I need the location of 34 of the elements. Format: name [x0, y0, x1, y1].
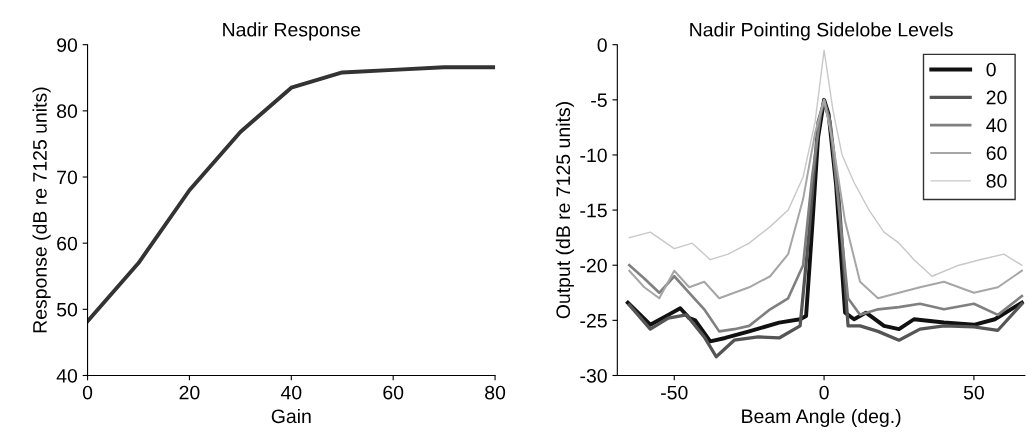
- chart-title: Nadir Pointing Sidelobe Levels: [690, 22, 953, 41]
- y-tick-label: -30: [580, 368, 607, 383]
- legend-label: 60: [986, 146, 1007, 161]
- x-tick-label: 50: [963, 385, 984, 400]
- x-tick-label: 0: [82, 385, 93, 400]
- y-tick-label: 50: [56, 302, 78, 317]
- x-tick-label: 20: [179, 385, 200, 400]
- y-tick-label: -25: [580, 313, 607, 328]
- x-axis-title: Beam Angle (deg.): [742, 408, 901, 428]
- x-tick-label: 80: [485, 385, 506, 400]
- y-tick-label: 80: [57, 104, 78, 119]
- legend-label: 40: [986, 118, 1007, 133]
- y-tick-label: -15: [580, 203, 607, 218]
- x-tick-label: 60: [383, 385, 404, 400]
- x-tick-label: 0: [819, 385, 829, 400]
- y-tick-label: 70: [57, 170, 78, 185]
- legend-label: 0: [986, 62, 996, 77]
- y-tick-label: -20: [580, 258, 607, 273]
- y-axis-title: Response (dB re 7125 units): [32, 87, 51, 333]
- legend-label: 20: [986, 90, 1007, 105]
- legend-label: 80: [986, 174, 1007, 188]
- line-series: [628, 49, 1023, 277]
- y-tick-label: 60: [57, 236, 78, 251]
- y-tick-label: 0: [597, 38, 607, 52]
- y-tick-label: 40: [56, 368, 78, 383]
- x-tick-label: -50: [661, 385, 688, 400]
- y-tick-label: 90: [57, 38, 78, 52]
- chart-title: Nadir Response: [223, 22, 361, 41]
- line-series: [87, 65, 496, 324]
- y-axis-title: Output (dB re 7125 units): [555, 102, 574, 319]
- x-tick-label: 40: [280, 385, 302, 400]
- y-tick-label: -5: [591, 93, 607, 108]
- x-axis-title: Gain: [271, 408, 311, 424]
- y-tick-label: -10: [580, 148, 607, 163]
